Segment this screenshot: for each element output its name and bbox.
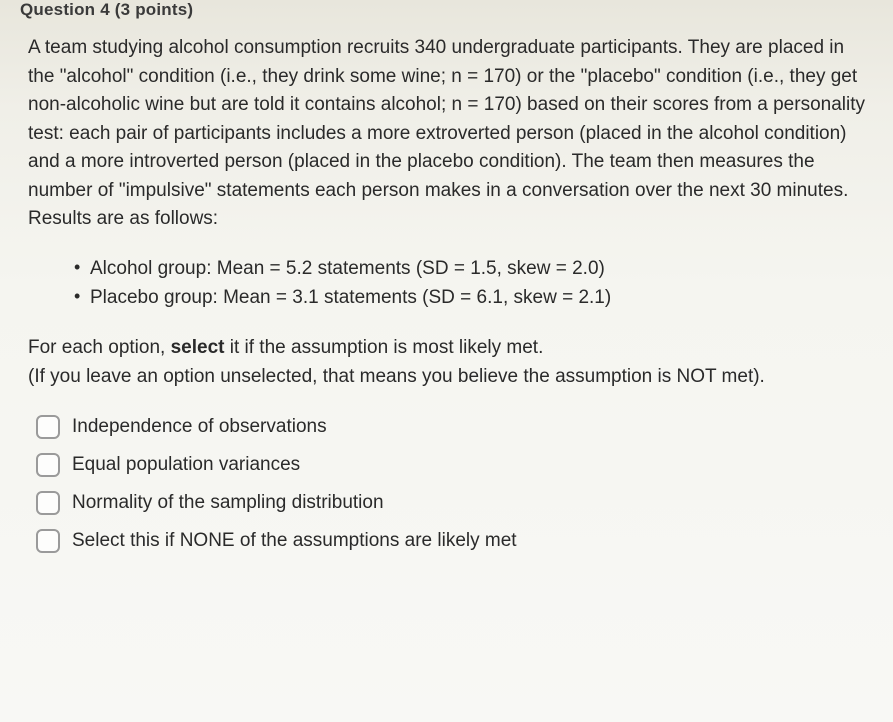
options-group: Independence of observations Equal popul… xyxy=(20,415,873,553)
question-header: Question 4 (3 points) xyxy=(20,0,873,20)
option-equal-variances[interactable]: Equal population variances xyxy=(36,453,873,477)
option-label: Equal population variances xyxy=(72,454,300,476)
checkbox-icon[interactable] xyxy=(36,415,60,439)
option-label: Normality of the sampling distribution xyxy=(72,492,384,514)
question-body: A team studying alcohol consumption recr… xyxy=(20,34,873,234)
option-label: Select this if NONE of the assumptions a… xyxy=(72,530,517,552)
bullet-alcohol-group: Alcohol group: Mean = 5.2 statements (SD… xyxy=(74,254,873,283)
option-none[interactable]: Select this if NONE of the assumptions a… xyxy=(36,529,873,553)
option-label: Independence of observations xyxy=(72,416,327,438)
option-independence[interactable]: Independence of observations xyxy=(36,415,873,439)
checkbox-icon[interactable] xyxy=(36,491,60,515)
results-list: Alcohol group: Mean = 5.2 statements (SD… xyxy=(20,254,873,313)
instructions-select: For each option, select it if the assump… xyxy=(28,337,543,358)
instructions-unselected: (If you leave an option unselected, that… xyxy=(28,366,765,387)
checkbox-icon[interactable] xyxy=(36,529,60,553)
checkbox-icon[interactable] xyxy=(36,453,60,477)
option-normality[interactable]: Normality of the sampling distribution xyxy=(36,491,873,515)
bullet-placebo-group: Placebo group: Mean = 3.1 statements (SD… xyxy=(74,283,873,312)
instructions: For each option, select it if the assump… xyxy=(20,334,873,391)
